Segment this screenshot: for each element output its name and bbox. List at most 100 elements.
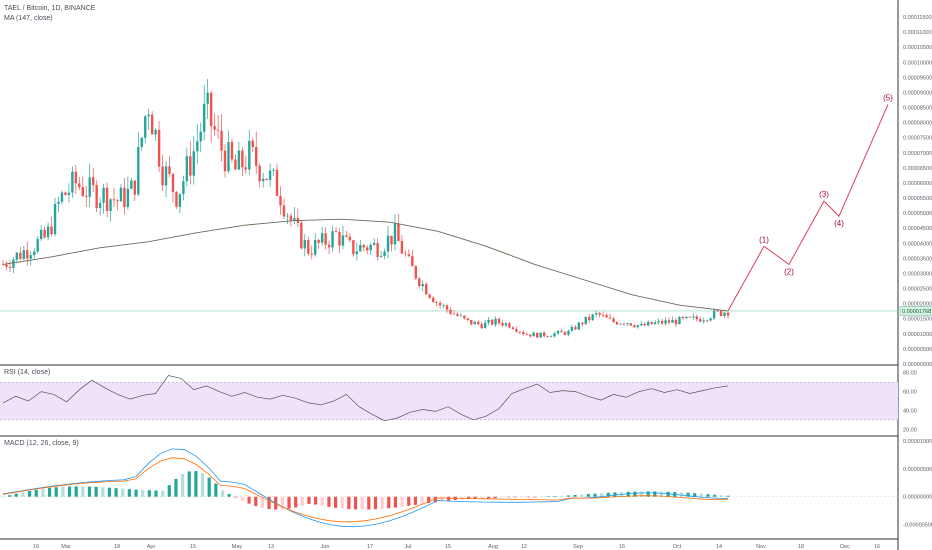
candle-body (470, 319, 473, 325)
candle-body (404, 253, 407, 255)
candle-body (362, 245, 365, 248)
candle-body (140, 137, 143, 147)
macd-histogram-bar (300, 496, 304, 506)
wave-label: (3) (819, 190, 829, 199)
candle-body (275, 169, 279, 197)
candle-body (265, 178, 268, 180)
candle-body (497, 318, 501, 324)
candle-body (33, 251, 36, 256)
rsi-line-path (2, 375, 729, 422)
candle-body (175, 191, 178, 207)
candle-body (692, 316, 695, 318)
candle-body (372, 242, 376, 245)
candle-body (171, 173, 175, 192)
macd-histogram-bar (127, 489, 131, 497)
ma-indicator-label: MA (147, close) (4, 15, 53, 22)
candle-body (501, 323, 504, 326)
macd-histogram-bar (413, 496, 417, 505)
candle-body (556, 330, 560, 334)
macd-histogram-bar (373, 496, 378, 510)
macd-histogram-bar (626, 491, 630, 497)
macd-tick-label: -0.00000500 (903, 523, 932, 529)
candle-body (487, 319, 490, 323)
candle-body (577, 322, 581, 330)
price-tick-label: 0.00000000 (903, 362, 932, 368)
time-axis: 16 Mar 18 Apr 15 May 13 Jun 17 Jul 15 Aug 12 Sep 16 Oct… (33, 544, 880, 550)
macd-axis: 0.00001000 0.00000500 0.00000000 -0.0000050… (903, 439, 932, 529)
candle-body (681, 317, 685, 319)
candle-body (334, 231, 338, 233)
candle-body (393, 223, 397, 245)
candle-body (144, 116, 147, 138)
time-tick-label: Sep (573, 544, 583, 550)
candle-body (532, 332, 535, 337)
macd-histogram-bar (380, 496, 384, 509)
candle-body (511, 327, 515, 330)
macd-histogram-bar (726, 495, 730, 497)
candle-body (515, 329, 518, 332)
candle-body (105, 187, 109, 212)
macd-histogram-bar (593, 493, 597, 497)
macd-histogram-bar (706, 494, 710, 497)
time-tick-label: Mar (61, 544, 71, 550)
price-tick-label: 0.00003000 (903, 271, 932, 277)
symbol-title: TAEL / Bitcoin, 1D, BINANCE (4, 5, 96, 12)
candle-body (130, 180, 133, 189)
candle-body (39, 229, 43, 240)
candle-body (352, 240, 355, 255)
candle-body (594, 313, 598, 315)
candle-body (345, 235, 348, 237)
macd-histogram-bar (699, 493, 703, 497)
candle-body (414, 266, 417, 279)
macd-histogram-bar (500, 496, 504, 498)
price-tick-label: 0.00006000 (903, 181, 932, 187)
candle-body (268, 170, 272, 180)
macd-histogram-bar (340, 496, 344, 509)
macd-histogram-bar (74, 486, 78, 497)
macd-histogram-bar (194, 471, 198, 497)
macd-histogram-bar (287, 496, 291, 509)
candle-body (390, 235, 393, 245)
macd-histogram-bar (666, 491, 670, 497)
price-tick-label: 0.00011500 (903, 15, 932, 21)
price-tick-label: 0.00011000 (903, 30, 932, 36)
macd-histogram-bar (240, 496, 245, 501)
macd-histogram-bar (28, 491, 32, 497)
rsi-line (2, 375, 729, 422)
candle-body (473, 321, 476, 325)
macd-histogram-bar (61, 486, 65, 497)
candle-body (601, 314, 605, 316)
candle-body (293, 218, 296, 221)
candle-body (234, 159, 237, 170)
candle-body (71, 171, 74, 193)
macd-histogram-bar (560, 495, 564, 497)
candle-body (598, 313, 601, 315)
candle-body (699, 319, 702, 322)
candle-body (199, 131, 202, 142)
macd-histogram-bar (41, 488, 45, 497)
candle-body (435, 302, 438, 304)
macd-histogram-bar (101, 487, 105, 497)
macd-tick-label: 0.00000000 (903, 495, 932, 501)
candle-body (123, 187, 126, 207)
macd-histogram-bar (200, 473, 205, 497)
current-price-badge: 0.00001768 (899, 306, 932, 316)
macd-histogram-bar (307, 496, 311, 504)
candle-body (383, 251, 386, 257)
macd-histogram-bar (167, 485, 171, 497)
macd-histogram-bar (87, 486, 92, 497)
candle-body (407, 254, 411, 257)
candle-body (341, 235, 345, 246)
candle-body (237, 150, 241, 170)
candle-body (588, 316, 591, 321)
candle-body (223, 150, 227, 172)
wave-label: (4) (834, 219, 844, 228)
wave-projection: (1) (2) (3) (4) (5) (727, 94, 893, 312)
moving-average-line (2, 218, 729, 312)
candle-body (400, 240, 404, 254)
macd-histogram-bar (353, 496, 358, 510)
candle-body (22, 250, 26, 259)
macd-histogram-bar (260, 496, 265, 508)
candle-body (657, 320, 660, 323)
